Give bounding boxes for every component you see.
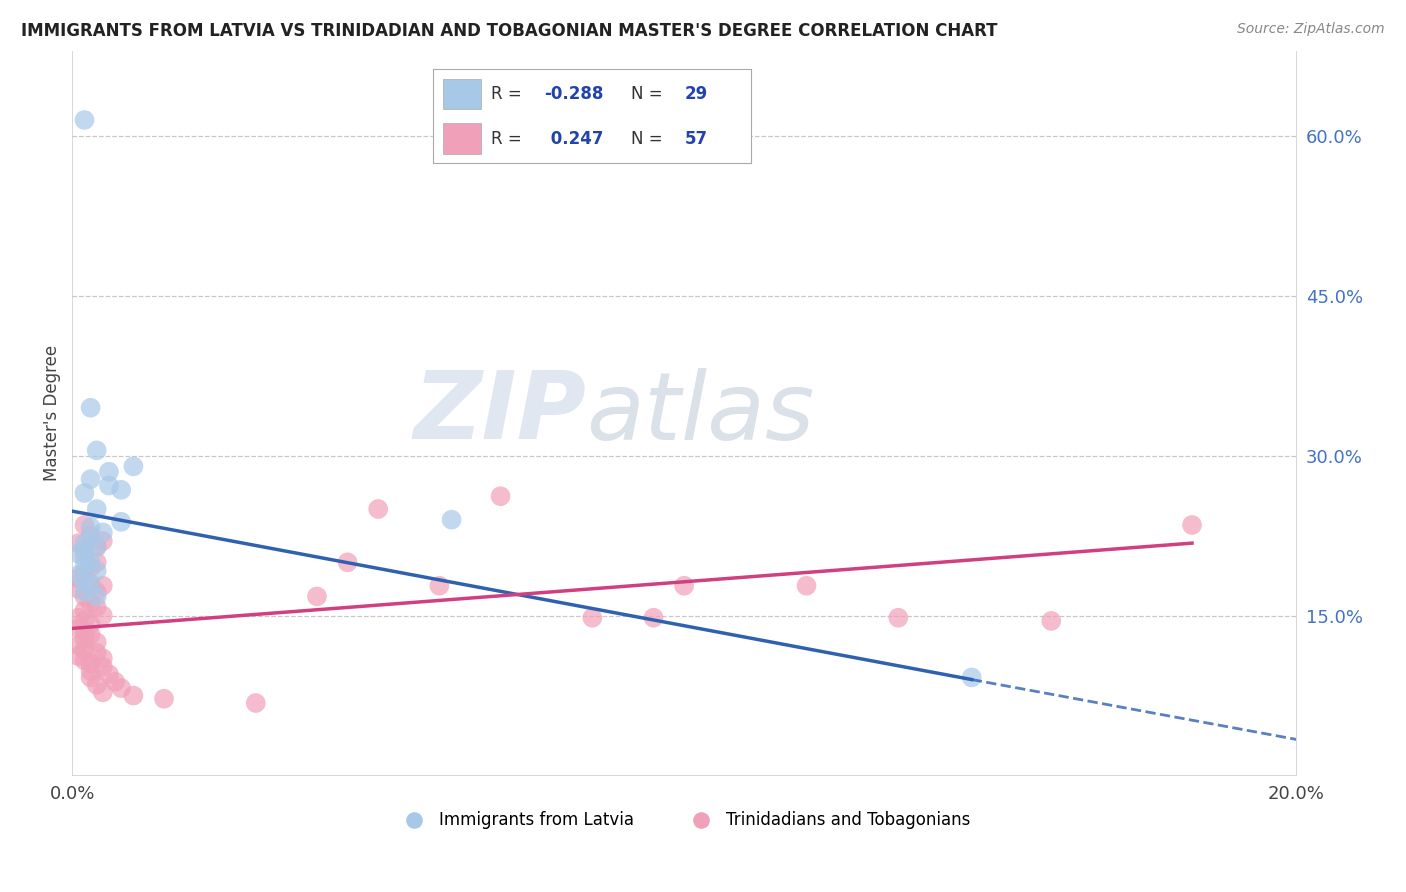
Point bbox=[91, 525, 114, 540]
Point bbox=[86, 564, 108, 578]
Point bbox=[73, 614, 96, 628]
Point bbox=[73, 551, 96, 566]
Point bbox=[86, 635, 108, 649]
Point bbox=[489, 489, 512, 503]
Point bbox=[86, 539, 108, 553]
Point bbox=[79, 472, 101, 486]
Point bbox=[79, 532, 101, 546]
Point bbox=[643, 611, 665, 625]
Point bbox=[887, 611, 910, 625]
Point bbox=[79, 664, 101, 678]
Point bbox=[367, 502, 389, 516]
Point bbox=[73, 544, 96, 558]
Point bbox=[73, 542, 96, 557]
Text: IMMIGRANTS FROM LATVIA VS TRINIDADIAN AND TOBAGONIAN MASTER'S DEGREE CORRELATION: IMMIGRANTS FROM LATVIA VS TRINIDADIAN AN… bbox=[21, 22, 998, 40]
Point bbox=[960, 670, 983, 684]
Point bbox=[110, 483, 132, 497]
Point bbox=[73, 590, 96, 604]
Point bbox=[79, 628, 101, 642]
Point bbox=[97, 478, 120, 492]
Point bbox=[91, 659, 114, 673]
Point bbox=[91, 579, 114, 593]
Point bbox=[73, 574, 96, 589]
Point bbox=[73, 624, 96, 639]
Point bbox=[86, 590, 108, 604]
Point bbox=[79, 520, 101, 534]
Point bbox=[79, 596, 101, 610]
Point bbox=[67, 649, 90, 664]
Point bbox=[86, 443, 108, 458]
Point bbox=[86, 600, 108, 615]
Point bbox=[796, 579, 818, 593]
Text: ZIP: ZIP bbox=[413, 368, 586, 459]
Point bbox=[104, 674, 127, 689]
Point bbox=[67, 639, 90, 653]
Point bbox=[67, 547, 90, 561]
Point bbox=[73, 585, 96, 599]
Point bbox=[79, 576, 101, 591]
Point bbox=[97, 465, 120, 479]
Point bbox=[79, 560, 101, 574]
Point bbox=[67, 582, 90, 596]
Point bbox=[110, 515, 132, 529]
Point bbox=[673, 579, 696, 593]
Point bbox=[86, 678, 108, 692]
Point bbox=[67, 621, 90, 635]
Point bbox=[79, 579, 101, 593]
Point bbox=[1181, 518, 1204, 533]
Point bbox=[440, 513, 463, 527]
Point bbox=[73, 518, 96, 533]
Text: Source: ZipAtlas.com: Source: ZipAtlas.com bbox=[1237, 22, 1385, 37]
Point bbox=[79, 401, 101, 415]
Point bbox=[73, 536, 96, 550]
Point bbox=[336, 555, 359, 569]
Text: atlas: atlas bbox=[586, 368, 814, 458]
Point bbox=[73, 486, 96, 500]
Point bbox=[91, 651, 114, 665]
Point bbox=[73, 112, 96, 127]
Point bbox=[73, 603, 96, 617]
Point bbox=[305, 590, 328, 604]
Point bbox=[86, 502, 108, 516]
Point bbox=[91, 685, 114, 699]
Legend: Immigrants from Latvia, Trinidadians and Tobagonians: Immigrants from Latvia, Trinidadians and… bbox=[391, 805, 977, 836]
Point bbox=[79, 657, 101, 671]
Point bbox=[110, 681, 132, 695]
Point bbox=[91, 608, 114, 623]
Y-axis label: Master's Degree: Master's Degree bbox=[44, 345, 60, 481]
Point bbox=[73, 632, 96, 646]
Point bbox=[67, 568, 90, 582]
Point bbox=[73, 566, 96, 580]
Point bbox=[427, 579, 450, 593]
Point bbox=[67, 611, 90, 625]
Point bbox=[79, 529, 101, 543]
Point bbox=[73, 559, 96, 574]
Point bbox=[86, 555, 108, 569]
Point bbox=[79, 617, 101, 632]
Point bbox=[73, 642, 96, 657]
Point bbox=[245, 696, 267, 710]
Point bbox=[581, 611, 603, 625]
Point bbox=[73, 653, 96, 667]
Point bbox=[91, 533, 114, 548]
Point bbox=[86, 541, 108, 555]
Point bbox=[153, 691, 176, 706]
Point bbox=[67, 571, 90, 585]
Point bbox=[1040, 614, 1063, 628]
Point bbox=[79, 555, 101, 569]
Point bbox=[86, 585, 108, 599]
Point bbox=[86, 646, 108, 660]
Point bbox=[122, 459, 145, 474]
Point bbox=[67, 536, 90, 550]
Point bbox=[79, 670, 101, 684]
Point bbox=[122, 689, 145, 703]
Point bbox=[97, 667, 120, 681]
